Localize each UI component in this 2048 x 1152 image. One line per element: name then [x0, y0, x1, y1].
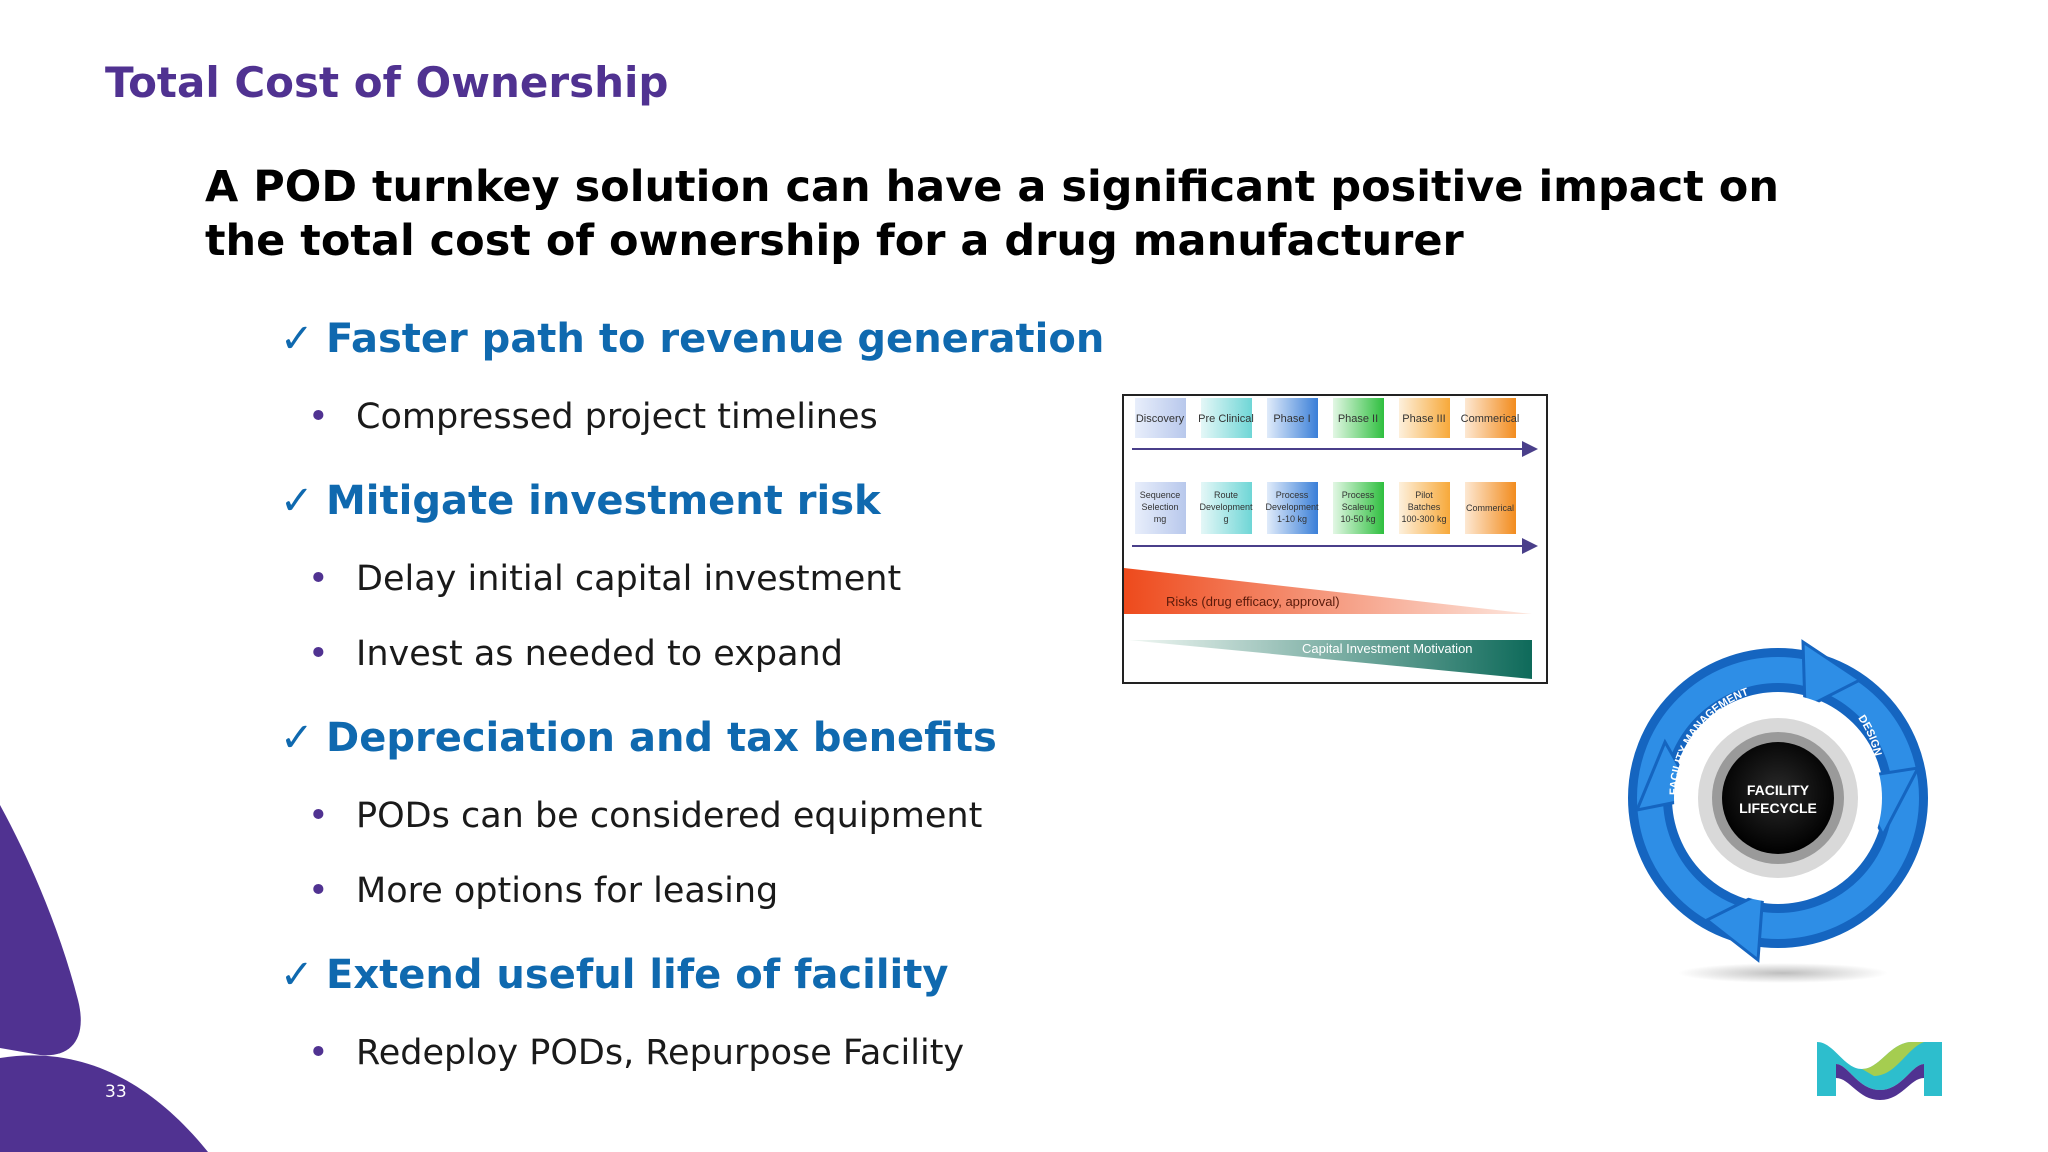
stage-label: Commerical: [1461, 413, 1520, 425]
checkpoint-risk: ✓ Mitigate investment risk: [280, 478, 881, 524]
lifecycle-graphic: FACILITY LIFECYCLE FACILITY MANAGEMENT D…: [1628, 639, 1928, 983]
step-label: Sequence: [1140, 490, 1181, 500]
company-logo: [1817, 1042, 1942, 1100]
stage-label: Discovery: [1136, 413, 1185, 425]
checkpoint-tax: ✓ Depreciation and tax benefits: [280, 715, 997, 761]
step-label: mg: [1154, 514, 1167, 524]
capital-label: Capital Investment Motivation: [1302, 641, 1473, 656]
step-label: Development: [1265, 502, 1319, 512]
drug-development-timeline: Discovery Pre Clinical Phase I Phase II …: [1122, 394, 1548, 684]
step-label: 10-50 kg: [1340, 514, 1375, 524]
step-label: Development: [1199, 502, 1253, 512]
risk-label: Risks (drug efficacy, approval): [1166, 594, 1340, 609]
step-label: 100-300 kg: [1401, 514, 1446, 524]
lifecycle-center-line-2: LIFECYCLE: [1739, 800, 1817, 816]
bullet-item: • PODs can be considered equipment: [308, 796, 983, 836]
bullet-item: • Invest as needed to expand: [308, 634, 843, 674]
headline: A POD turnkey solution can have a signif…: [205, 160, 1825, 268]
step-label: Process: [1342, 490, 1375, 500]
bullet-icon: •: [308, 634, 329, 674]
step-label: Commerical: [1466, 503, 1514, 513]
lifecycle-center-line-1: FACILITY: [1747, 782, 1810, 798]
bullet-icon: •: [308, 559, 329, 599]
checkpoint-facility: ✓ Extend useful life of facility: [280, 952, 949, 998]
step-label: 1-10 kg: [1277, 514, 1307, 524]
stage-label: Phase II: [1338, 413, 1378, 425]
step-label: Pilot: [1415, 490, 1433, 500]
checkmark-icon: ✓: [280, 316, 314, 362]
timeline-graphic: Discovery Pre Clinical Phase I Phase II …: [1124, 398, 1538, 679]
bullet-item: • More options for leasing: [308, 871, 779, 911]
bullet-icon: •: [308, 871, 329, 911]
facility-lifecycle-diagram: FACILITY LIFECYCLE FACILITY MANAGEMENT D…: [1615, 630, 1950, 990]
step-label: Process: [1276, 490, 1309, 500]
checkmark-icon: ✓: [280, 952, 314, 998]
bullet-item: • Delay initial capital investment: [308, 559, 902, 599]
bullet-icon: •: [308, 796, 329, 836]
step-label: Selection: [1141, 502, 1178, 512]
page-title: Total Cost of Ownership: [105, 58, 669, 107]
bullet-item: • Redeploy PODs, Repurpose Facility: [308, 1033, 965, 1073]
bullet-icon: •: [308, 397, 329, 437]
headline-line-2: the total cost of ownership for a drug m…: [205, 216, 1464, 266]
checkpoint-revenue: ✓ Faster path to revenue generation: [280, 316, 1105, 362]
step-label: Route: [1214, 490, 1238, 500]
page-number: 33: [105, 1082, 127, 1102]
checkmark-icon: ✓: [280, 478, 314, 524]
stage-label: Phase III: [1402, 413, 1445, 425]
step-label: g: [1223, 514, 1228, 524]
headline-line-1: A POD turnkey solution can have a signif…: [205, 162, 1779, 212]
stage-label: Pre Clinical: [1198, 413, 1254, 425]
bullet-icon: •: [308, 1033, 329, 1073]
step-label: Batches: [1408, 502, 1441, 512]
bullet-item: • Compressed project timelines: [308, 397, 878, 437]
step-label: Scaleup: [1342, 502, 1375, 512]
checkmark-icon: ✓: [280, 715, 314, 761]
stage-label: Phase I: [1273, 413, 1310, 425]
